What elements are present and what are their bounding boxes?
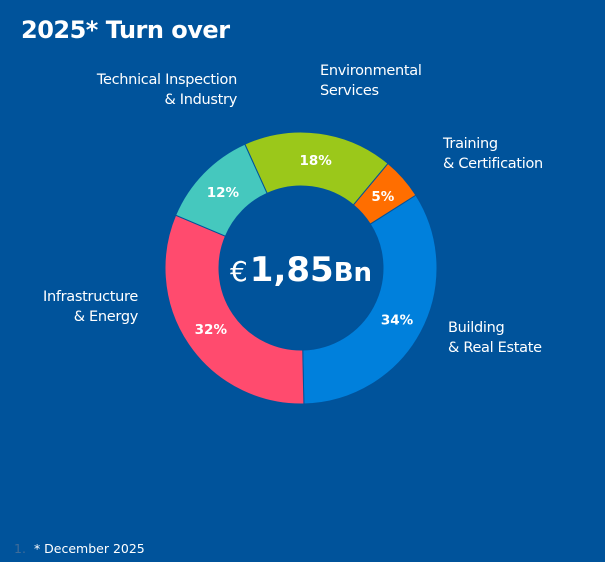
donut-slice [164,214,305,405]
center-unit: Bn [334,258,372,288]
legend-label-training: Training & Certification [443,136,543,172]
chart-title: 2025* Turn over [21,16,230,44]
slice-percent-label: 32% [195,322,228,338]
donut-slice [352,162,417,225]
center-total: €1,85Bn [230,250,372,290]
slice-percent-label: 34% [381,312,414,328]
legend-label-building: Building & Real Estate [448,320,542,356]
footnote-text: * December 2025 [33,541,145,556]
footnote: 1. * December 2025 [14,541,145,556]
footnote-number: 1. [14,541,26,556]
legend-label-technical-inspection: Technical Inspection & Industry [96,72,237,108]
center-currency: € [230,255,248,288]
slice-percent-label: 18% [299,153,332,169]
donut-slice [302,194,438,405]
slice-percent-label: 12% [207,185,240,201]
legend-label-environmental: Environmental Services [320,63,422,99]
legend-label-infrastructure: Infrastructure & Energy [42,289,138,325]
slice-percent-label: 5% [371,189,394,205]
center-value: 1,85 [250,250,334,290]
